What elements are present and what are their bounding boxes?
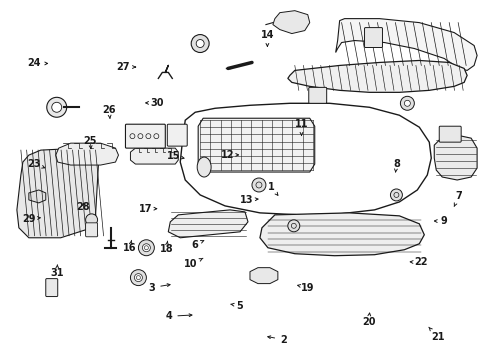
Text: 16: 16	[123, 240, 137, 253]
FancyBboxPatch shape	[308, 87, 326, 103]
Text: 6: 6	[191, 239, 203, 249]
Text: 24: 24	[27, 58, 47, 68]
Circle shape	[389, 189, 402, 201]
Polygon shape	[260, 213, 424, 256]
Circle shape	[196, 40, 203, 48]
Circle shape	[138, 240, 154, 256]
Polygon shape	[433, 135, 476, 180]
FancyBboxPatch shape	[85, 223, 98, 237]
Circle shape	[47, 97, 66, 117]
Circle shape	[287, 220, 299, 232]
Text: 3: 3	[148, 283, 170, 293]
Text: 30: 30	[145, 98, 163, 108]
Text: 18: 18	[160, 241, 173, 254]
FancyBboxPatch shape	[438, 126, 460, 142]
Text: 10: 10	[184, 258, 203, 269]
Polygon shape	[130, 148, 178, 164]
Polygon shape	[17, 148, 99, 238]
Text: 1: 1	[267, 182, 277, 195]
FancyBboxPatch shape	[125, 124, 165, 148]
Polygon shape	[168, 210, 247, 238]
Text: 21: 21	[428, 327, 444, 342]
Circle shape	[251, 178, 265, 192]
Text: 13: 13	[240, 195, 258, 205]
Text: 15: 15	[166, 150, 183, 161]
Text: 26: 26	[102, 105, 116, 118]
FancyBboxPatch shape	[364, 28, 382, 48]
Circle shape	[142, 244, 150, 252]
Text: 20: 20	[361, 313, 375, 327]
Circle shape	[400, 96, 413, 110]
Text: 17: 17	[139, 204, 156, 214]
FancyBboxPatch shape	[167, 124, 187, 146]
Text: 8: 8	[392, 159, 399, 172]
Polygon shape	[56, 143, 118, 165]
Text: 5: 5	[230, 301, 243, 311]
Polygon shape	[249, 268, 277, 284]
Circle shape	[134, 274, 142, 282]
Circle shape	[191, 35, 209, 53]
Text: 11: 11	[294, 120, 307, 135]
Text: 4: 4	[165, 311, 192, 321]
Text: 9: 9	[433, 216, 447, 226]
Text: 12: 12	[220, 150, 238, 160]
Circle shape	[130, 270, 146, 285]
Text: 23: 23	[27, 159, 44, 169]
Text: 19: 19	[297, 283, 314, 293]
Text: 27: 27	[116, 62, 135, 72]
Text: 14: 14	[260, 30, 274, 46]
Circle shape	[85, 214, 98, 226]
Polygon shape	[335, 19, 476, 71]
FancyBboxPatch shape	[46, 279, 58, 297]
Text: 29: 29	[22, 214, 40, 224]
Text: 2: 2	[267, 334, 286, 345]
Ellipse shape	[197, 157, 211, 177]
Polygon shape	[198, 118, 314, 172]
Text: 28: 28	[76, 202, 89, 212]
Text: 25: 25	[83, 136, 97, 149]
Circle shape	[404, 100, 409, 106]
Circle shape	[52, 102, 61, 112]
Text: 22: 22	[409, 257, 427, 267]
Text: 31: 31	[50, 265, 63, 278]
Text: 7: 7	[453, 191, 461, 207]
Polygon shape	[287, 60, 466, 92]
Polygon shape	[272, 11, 309, 33]
Polygon shape	[29, 190, 46, 203]
